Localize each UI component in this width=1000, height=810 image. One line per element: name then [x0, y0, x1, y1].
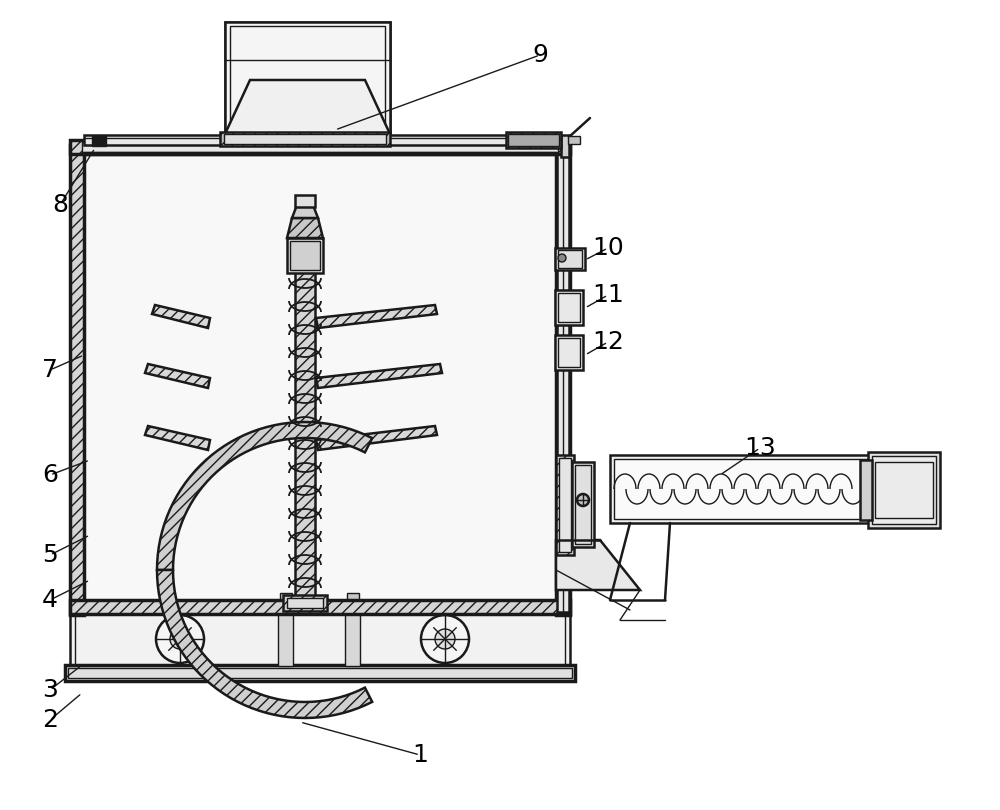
Polygon shape [145, 364, 210, 388]
Circle shape [421, 615, 469, 663]
Bar [875, 462, 933, 518]
Bar [65, 665, 575, 681]
Polygon shape [152, 305, 210, 328]
Bar [70, 145, 84, 615]
Bar [860, 460, 872, 520]
Bar [84, 135, 556, 145]
Bar [345, 608, 360, 666]
Polygon shape [157, 570, 372, 718]
Polygon shape [556, 540, 640, 590]
Bar [70, 600, 570, 614]
Bar [278, 608, 293, 666]
Bar [558, 293, 580, 322]
Bar [70, 140, 570, 154]
Bar [220, 132, 390, 146]
Text: 2: 2 [42, 708, 58, 732]
Bar [295, 270, 315, 610]
Text: 3: 3 [42, 678, 58, 702]
Bar [68, 668, 572, 678]
Circle shape [577, 494, 589, 506]
Polygon shape [316, 305, 437, 328]
Bar [287, 598, 323, 608]
Circle shape [558, 254, 566, 262]
Bar [556, 145, 570, 615]
Bar [572, 462, 594, 547]
Polygon shape [225, 22, 390, 134]
Text: 12: 12 [592, 330, 624, 354]
Bar [559, 458, 571, 552]
Bar [506, 132, 561, 148]
Bar [75, 613, 565, 665]
Bar [558, 250, 582, 268]
Text: 6: 6 [42, 463, 58, 487]
Bar [84, 148, 556, 614]
Text: 7: 7 [42, 358, 58, 382]
Bar [868, 452, 940, 528]
Bar [561, 135, 569, 157]
Bar [558, 338, 580, 367]
Circle shape [156, 615, 204, 663]
Bar [290, 241, 320, 270]
Bar [575, 465, 591, 544]
Polygon shape [157, 422, 372, 570]
Text: 8: 8 [52, 193, 68, 217]
Polygon shape [316, 426, 437, 450]
Polygon shape [292, 205, 318, 218]
Text: 1: 1 [412, 743, 428, 767]
Bar [82, 142, 558, 152]
Bar [610, 455, 875, 523]
Bar [555, 290, 583, 325]
Text: 9: 9 [532, 43, 548, 67]
Bar [347, 593, 359, 611]
Bar [295, 195, 315, 207]
Bar [872, 456, 936, 524]
Polygon shape [287, 218, 323, 238]
Bar [70, 610, 570, 668]
Bar [287, 238, 323, 273]
Polygon shape [316, 364, 442, 388]
Circle shape [435, 629, 455, 649]
Bar [283, 595, 327, 611]
Text: 13: 13 [744, 436, 776, 460]
Bar [568, 136, 580, 144]
Circle shape [170, 629, 190, 649]
Polygon shape [145, 426, 210, 450]
Bar [614, 459, 871, 519]
Bar [224, 134, 386, 144]
Polygon shape [225, 80, 390, 134]
Text: 10: 10 [592, 236, 624, 260]
Bar [230, 26, 385, 130]
Bar [556, 455, 574, 555]
Text: 5: 5 [42, 543, 58, 567]
Bar [555, 335, 583, 370]
Bar [508, 134, 559, 146]
Bar [555, 248, 585, 270]
Bar [225, 22, 390, 134]
Text: 11: 11 [592, 283, 624, 307]
Bar [280, 593, 292, 611]
Text: 4: 4 [42, 588, 58, 612]
Bar [92, 136, 106, 146]
Bar [557, 152, 569, 612]
